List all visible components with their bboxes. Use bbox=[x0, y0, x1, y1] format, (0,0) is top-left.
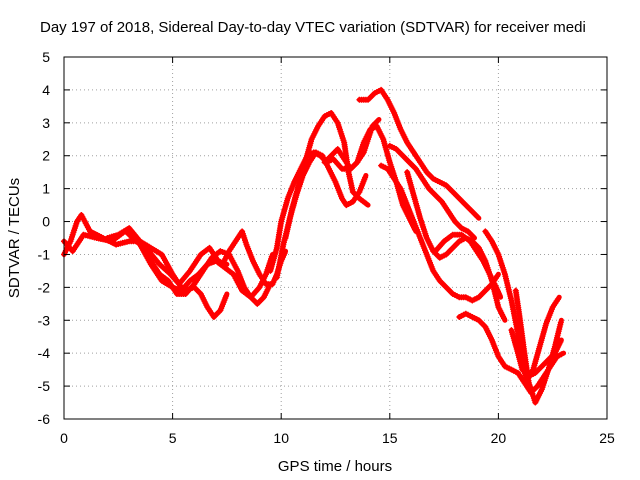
sat-trace-9 bbox=[282, 109, 371, 241]
data-point bbox=[554, 296, 561, 303]
data-point bbox=[363, 200, 370, 207]
y-tick-label: 4 bbox=[42, 82, 50, 98]
y-tick-label: -5 bbox=[38, 378, 51, 394]
data-point bbox=[474, 213, 481, 220]
x-tick-label: 15 bbox=[382, 430, 398, 446]
y-tick-label: 5 bbox=[42, 49, 50, 65]
y-axis-title: SDTVAR / TECUs bbox=[6, 178, 23, 298]
sat-trace-11 bbox=[356, 86, 482, 221]
sat-trace-19 bbox=[508, 327, 564, 380]
x-axis-title: GPS time / hours bbox=[278, 458, 392, 475]
y-tick-label: 1 bbox=[42, 181, 50, 197]
y-tick-label: 2 bbox=[42, 148, 50, 164]
data-point bbox=[494, 273, 501, 280]
y-tick-label: -1 bbox=[38, 246, 51, 262]
data-point bbox=[558, 351, 565, 358]
sat-trace-1 bbox=[61, 228, 230, 288]
sat-trace-16 bbox=[456, 310, 567, 396]
x-tick-label: 25 bbox=[599, 430, 615, 446]
y-tick-label: 0 bbox=[42, 214, 50, 230]
sat-trace-5 bbox=[156, 248, 273, 307]
chart-title: Day 197 of 2018, Sidereal Day-to-day VTE… bbox=[40, 19, 586, 36]
x-tick-label: 10 bbox=[273, 430, 289, 446]
data-point bbox=[500, 315, 507, 322]
y-tick-label: -4 bbox=[38, 345, 51, 361]
y-tick-label: 3 bbox=[42, 115, 50, 131]
sat-trace-6 bbox=[219, 228, 289, 288]
x-tick-label: 20 bbox=[491, 430, 507, 446]
data-point bbox=[223, 293, 230, 300]
y-tick-label: -2 bbox=[38, 279, 51, 295]
data-series bbox=[61, 86, 567, 406]
y-tick-label: -6 bbox=[38, 411, 51, 427]
data-point bbox=[557, 338, 564, 345]
x-tick-label: 5 bbox=[169, 430, 177, 446]
sat-trace-4 bbox=[126, 231, 276, 301]
plot-frame bbox=[63, 56, 608, 420]
sat-trace-15 bbox=[432, 231, 504, 300]
x-tick-label: 0 bbox=[60, 430, 68, 446]
data-point bbox=[557, 319, 564, 326]
axis-ticks: 0 5 10 15 20 25 -6 -5 -4 -3 -2 -1 0 1 2 3 4 5 bbox=[38, 49, 615, 446]
data-point bbox=[362, 174, 369, 181]
sat-trace-13 bbox=[378, 162, 501, 304]
y-tick-label: -3 bbox=[38, 312, 51, 328]
sat-trace-12 bbox=[386, 142, 478, 241]
data-point bbox=[496, 292, 503, 299]
